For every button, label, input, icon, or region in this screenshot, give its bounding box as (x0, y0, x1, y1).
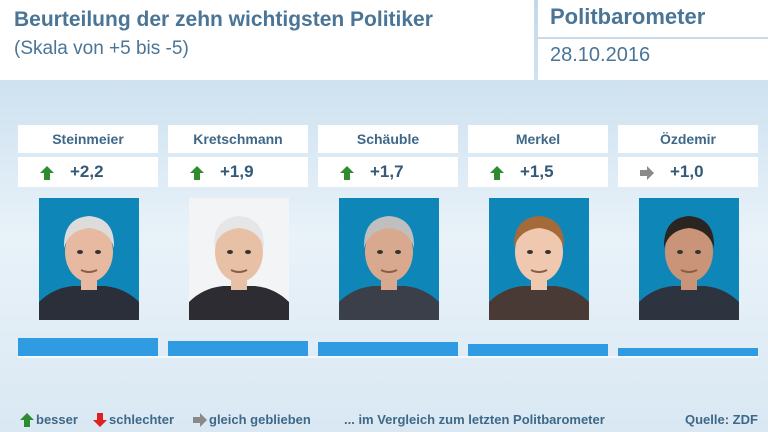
bar-schuble (318, 342, 458, 356)
value-box-kretschmann: +1,9 (168, 157, 308, 187)
legend-same: gleich geblieben (193, 412, 311, 427)
bar-zdemir (618, 348, 758, 356)
legend-up: besser (20, 412, 78, 427)
value-label: +1,5 (520, 162, 554, 181)
legend-same-label: gleich geblieben (209, 412, 311, 427)
arrow-up-icon (40, 166, 54, 180)
title-panel: Beurteilung der zehn wichtigsten Politik… (0, 0, 534, 80)
legend-down: schlechter (93, 412, 174, 427)
value-box-schuble: +1,7 (318, 157, 458, 187)
portrait-merkel (489, 198, 589, 320)
portrait-steinmeier (39, 198, 139, 320)
politician-name-kretschmann: Kretschmann (168, 125, 308, 153)
date-label: 28.10.2016 (550, 44, 651, 66)
value-label: +1,7 (370, 162, 404, 181)
arrow-up-icon (340, 166, 354, 180)
brand-divider (538, 37, 768, 39)
portrait-image (339, 198, 439, 320)
value-label: +2,2 (70, 162, 104, 181)
legend-up-label: besser (36, 412, 78, 427)
value-label: +1,9 (220, 162, 254, 181)
chart-baseline (18, 356, 758, 358)
legend-note: ... im Vergleich zum letzten Politbarome… (344, 412, 605, 427)
arrow-down-icon (93, 413, 107, 427)
politician-name-zdemir: Özdemir (618, 125, 758, 153)
politician-name-schuble: Schäuble (318, 125, 458, 153)
arrow-right-icon (640, 166, 654, 180)
brand-panel: Politbarometer 28.10.2016 (538, 0, 768, 80)
bar-merkel (468, 344, 608, 356)
chart-subtitle: (Skala von +5 bis -5) (14, 38, 189, 59)
bar-steinmeier (18, 338, 158, 356)
portrait-schuble (339, 198, 439, 320)
value-label: +1,0 (670, 162, 704, 181)
arrow-up-icon (490, 166, 504, 180)
legend: besser schlechter gleich geblieben ... i… (0, 408, 768, 432)
portrait-zdemir (639, 198, 739, 320)
arrow-right-icon (193, 413, 207, 427)
portrait-image (189, 198, 289, 320)
brand-title: Politbarometer (550, 4, 706, 29)
chart-title: Beurteilung der zehn wichtigsten Politik… (14, 8, 433, 31)
arrow-up-icon (190, 166, 204, 180)
portrait-image (639, 198, 739, 320)
value-box-steinmeier: +2,2 (18, 157, 158, 187)
bar-kretschmann (168, 340, 308, 356)
source-label: Quelle: ZDF (685, 412, 758, 427)
politician-name-merkel: Merkel (468, 125, 608, 153)
politician-name-steinmeier: Steinmeier (18, 125, 158, 153)
legend-down-label: schlechter (109, 412, 175, 427)
portrait-kretschmann (189, 198, 289, 320)
portrait-image (39, 198, 139, 320)
value-box-merkel: +1,5 (468, 157, 608, 187)
portrait-image (489, 198, 589, 320)
header: Beurteilung der zehn wichtigsten Politik… (0, 0, 768, 80)
arrow-up-icon (20, 413, 34, 427)
value-box-zdemir: +1,0 (618, 157, 758, 187)
